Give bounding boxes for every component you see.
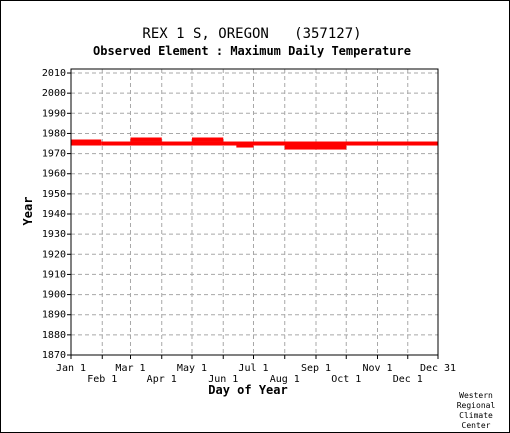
data-segment [284,145,347,150]
data-segment [130,137,162,142]
y-tick-label: 1900 [42,290,66,301]
y-tick-label: 1940 [42,209,66,220]
x-axis-label: Day of Year [208,383,287,397]
chart-title: REX 1 S, OREGON (357127) [142,26,361,42]
chart-subtitle: Observed Element : Maximum Daily Tempera… [93,44,411,58]
y-tick-label: 1880 [42,330,66,341]
gridlines [71,69,438,356]
plot-area [70,68,439,356]
y-axis-label: Year [21,197,35,226]
x-tick-label: Dec 1 [393,374,423,385]
y-tick-label: 2010 [42,68,66,79]
x-tick-label: Nov 1 [362,363,392,374]
y-axis-ticks: 1870 1880 1890 1900 1910 1920 1930 1940 1950 1960… [42,68,71,361]
data-segment [253,141,438,146]
y-tick-label: 1890 [42,310,66,321]
y-tick-label: 2000 [42,88,66,99]
x-tick-label: Jun 1 [208,374,238,385]
credit-line-2: Regional [457,401,496,410]
x-tick-label: Apr 1 [147,374,177,385]
x-tick-label: Sep 1 [301,363,331,374]
x-axis-ticks: Jan 1 Mar 1 May 1 Jul 1 Sep 1 Nov 1 Dec 31 Feb … [56,355,456,385]
y-tick-label: 1990 [42,108,66,119]
x-tick-label: Feb 1 [87,374,117,385]
x-tick-label: Jan 1 [56,363,86,374]
data-segment [236,143,254,148]
credit-line-3: Climate [459,411,493,420]
x-tick-label: Aug 1 [270,374,300,385]
data-segment [71,139,102,144]
y-tick-label: 1980 [42,128,66,139]
x-tick-label: May 1 [177,363,207,374]
data-segment [191,137,224,142]
y-tick-label: 1970 [42,149,66,160]
credit-line-4: Center [462,421,491,430]
credit-block: Western Regional Climate Center [457,391,496,430]
y-tick-label: 1920 [42,249,66,260]
y-tick-label: 1910 [42,269,66,280]
y-tick-label: 1930 [42,229,66,240]
data-segment [284,143,347,148]
credit-line-1: Western [459,391,493,400]
data-segment [101,141,254,146]
x-tick-label: Oct 1 [331,374,361,385]
data-segments [71,137,438,150]
x-tick-label: Mar 1 [115,363,145,374]
y-tick-label: 1950 [42,189,66,200]
y-tick-label: 1870 [42,350,66,361]
data-segment [71,141,102,146]
y-tick-label: 1960 [42,169,66,180]
x-tick-label: Jul 1 [238,363,268,374]
x-tick-label: Dec 31 [420,363,456,374]
